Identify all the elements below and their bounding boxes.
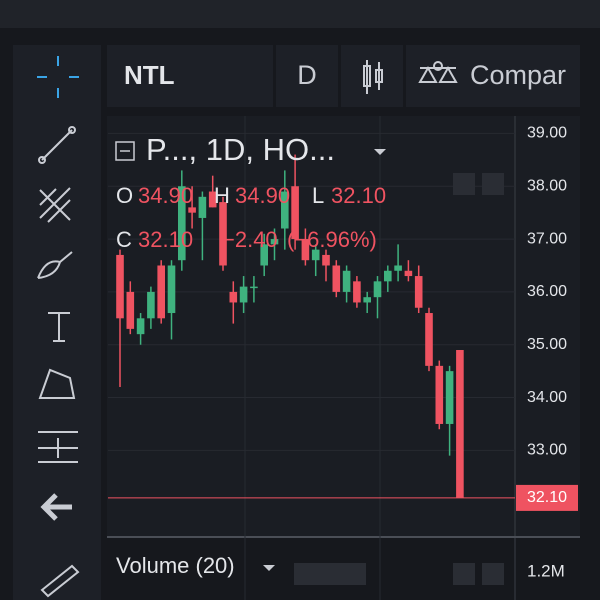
change: −2.40 (222, 227, 278, 252)
candle-icon (363, 60, 383, 94)
compare: Compar (470, 60, 566, 90)
y-tick-label: 36.00 (527, 283, 567, 300)
volume-title: Volume (20) (116, 553, 235, 578)
l-label: L (312, 183, 324, 208)
candle-body (404, 270, 413, 277)
legend-title: P..., 1D, HO... (146, 132, 335, 167)
candle-body (116, 254, 124, 319)
candle-body (373, 281, 382, 298)
candle-body (157, 265, 165, 319)
legend-dropdown[interactable] (374, 149, 386, 155)
y-tick-label: 34.00 (527, 389, 567, 406)
candle-body (332, 265, 341, 292)
candle-body (291, 186, 299, 240)
last-price-label: 32.10 (527, 489, 567, 506)
volume-down-button[interactable] (482, 563, 504, 585)
status-bar (0, 0, 600, 28)
chart-pane (107, 116, 580, 537)
interval-button[interactable] (276, 45, 338, 107)
candle-body (136, 318, 145, 335)
candle-body (250, 286, 258, 289)
candle-body (301, 239, 310, 261)
change-pct: (−6.96%) (287, 227, 377, 252)
y-tick-label: 37.00 (527, 230, 567, 247)
candle-body (456, 350, 464, 498)
candle-body (260, 244, 268, 266)
plot: 39.00 38.00 37.00 36.00 35.00 34.00 33.00 32.10 (108, 125, 578, 511)
volume-up-button[interactable] (453, 563, 475, 585)
candle-body (126, 291, 135, 329)
candle-body (435, 365, 444, 424)
volume-dropdown[interactable] (263, 565, 275, 571)
candle-body (229, 291, 238, 303)
candle-body (178, 186, 186, 261)
candle-body (384, 270, 392, 282)
compare-icon (418, 61, 458, 83)
scroll-down-button[interactable] (453, 173, 475, 195)
l-value: 32.10 (331, 183, 386, 208)
candle-body (363, 297, 371, 303)
candle-body (208, 191, 217, 208)
last-price-box (516, 484, 578, 511)
candle-body (239, 286, 248, 303)
y-tick-label: 35.00 (527, 336, 567, 353)
candle-body (322, 254, 330, 266)
candle-body (394, 265, 402, 271)
drawing-tools (37, 56, 80, 598)
interval: D (297, 60, 317, 90)
candle-body (342, 270, 351, 292)
volume-controls[interactable] (294, 563, 366, 585)
h-value: 34.90 (235, 183, 290, 208)
y-tick-label: 39.00 (527, 125, 567, 142)
candle-body (270, 239, 279, 245)
candle-body (425, 313, 433, 366)
compare-button[interactable] (406, 45, 580, 107)
o-value: 34.90 (138, 183, 193, 208)
candle-body (167, 265, 176, 314)
candle-body (147, 291, 155, 319)
symbol-button[interactable] (107, 45, 273, 107)
chart-type-button[interactable] (341, 45, 403, 107)
candle-body (281, 191, 289, 229)
collapse-toggle[interactable] (115, 141, 135, 161)
candle-body (188, 207, 196, 213)
c-value: 32.10 (138, 227, 193, 252)
y-tick-label: 33.00 (527, 442, 567, 459)
candle-body (219, 202, 227, 266)
candle-body (198, 196, 207, 218)
y-tick-label: 38.00 (527, 177, 567, 194)
candle-body (414, 276, 423, 308)
symbol: NTL (124, 60, 175, 90)
o-label: O (116, 183, 133, 208)
volume-axis-label: 1.2M (527, 561, 565, 580)
h-label: H (214, 183, 230, 208)
scroll-button[interactable] (482, 173, 504, 195)
candle-body (311, 249, 320, 261)
c-label: C (116, 227, 132, 252)
candle-body (445, 371, 454, 424)
candle-body (353, 281, 361, 303)
